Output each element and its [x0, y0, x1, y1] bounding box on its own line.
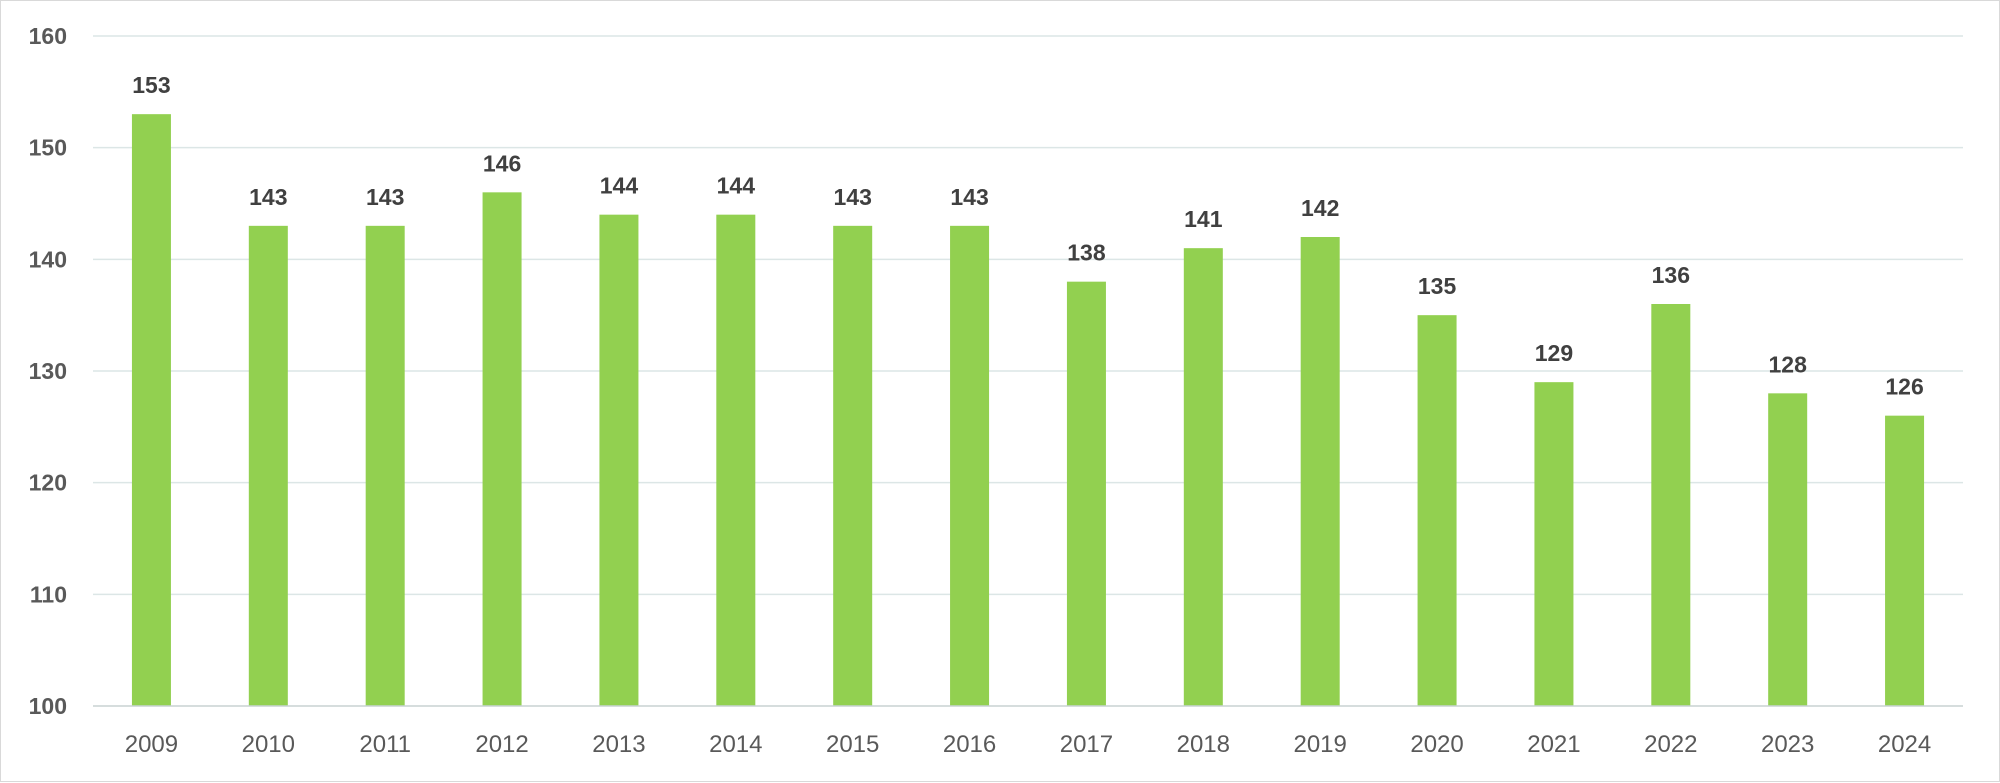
- x-tick-label: 2014: [709, 731, 762, 758]
- x-tick-label: 2020: [1410, 731, 1463, 758]
- x-tick-label: 2016: [943, 731, 996, 758]
- bar: [833, 225, 873, 707]
- y-tick-label: 120: [29, 470, 67, 496]
- data-label: 143: [366, 184, 404, 210]
- data-label: 142: [1301, 195, 1339, 221]
- x-tick-label: 2018: [1177, 731, 1230, 758]
- data-label: 143: [249, 184, 287, 210]
- data-label: 143: [834, 184, 872, 210]
- y-tick-label: 110: [30, 581, 67, 607]
- x-tick-label: 2019: [1293, 731, 1346, 758]
- bar: [950, 225, 990, 707]
- bar: [1768, 393, 1808, 706]
- y-tick-label: 160: [29, 23, 67, 49]
- bar: [365, 225, 405, 707]
- data-label: 144: [600, 173, 639, 199]
- bar: [1183, 248, 1223, 706]
- bar: [1300, 237, 1340, 706]
- data-label: 138: [1067, 240, 1106, 266]
- data-label: 141: [1184, 206, 1223, 232]
- bar: [131, 114, 171, 706]
- bar: [482, 192, 522, 707]
- data-labels: 153 143 143 146 144 144 143 143 138 141 142 135 129 1…: [132, 72, 1924, 400]
- data-label: 128: [1769, 351, 1808, 377]
- data-label: 143: [950, 184, 988, 210]
- bar: [1066, 281, 1106, 706]
- data-label: 129: [1535, 340, 1573, 366]
- bar: [248, 225, 288, 707]
- bar: [1534, 382, 1574, 706]
- x-tick-label: 2012: [475, 731, 528, 758]
- y-tick-label: 100: [29, 693, 67, 719]
- bar: [716, 214, 756, 706]
- x-tick-label: 2022: [1644, 731, 1697, 758]
- y-tick-label: 150: [29, 135, 67, 161]
- x-tick-label: 2010: [242, 731, 295, 758]
- bar: [599, 214, 639, 706]
- bar: [1885, 415, 1925, 706]
- x-tick-label: 2013: [592, 731, 645, 758]
- data-label: 153: [132, 72, 170, 98]
- y-tick-label: 140: [29, 246, 67, 272]
- data-label: 126: [1885, 374, 1923, 400]
- y-tick-label: 130: [29, 358, 67, 384]
- data-label: 146: [483, 150, 521, 176]
- x-tick-label: 2009: [125, 731, 178, 758]
- data-label: 135: [1418, 273, 1457, 299]
- bars: [131, 114, 1925, 707]
- bar: [1651, 304, 1691, 706]
- x-tick-label: 2011: [359, 731, 411, 758]
- x-tick-label: 2015: [826, 731, 879, 758]
- data-label: 144: [717, 173, 756, 199]
- x-tick-label: 2017: [1060, 731, 1113, 758]
- x-tick-label: 2023: [1761, 731, 1814, 758]
- x-tick-label: 2024: [1878, 731, 1931, 758]
- x-tick-label: 2021: [1527, 731, 1580, 758]
- bar: [1417, 315, 1457, 706]
- x-axis-tick-labels: 2009 2010 2011 2012 2013 2014 2015 2016 2017 2018…: [125, 731, 1932, 758]
- data-label: 136: [1652, 262, 1690, 288]
- y-axis-tick-labels: 100 110 120 130 140 150 160: [29, 23, 67, 719]
